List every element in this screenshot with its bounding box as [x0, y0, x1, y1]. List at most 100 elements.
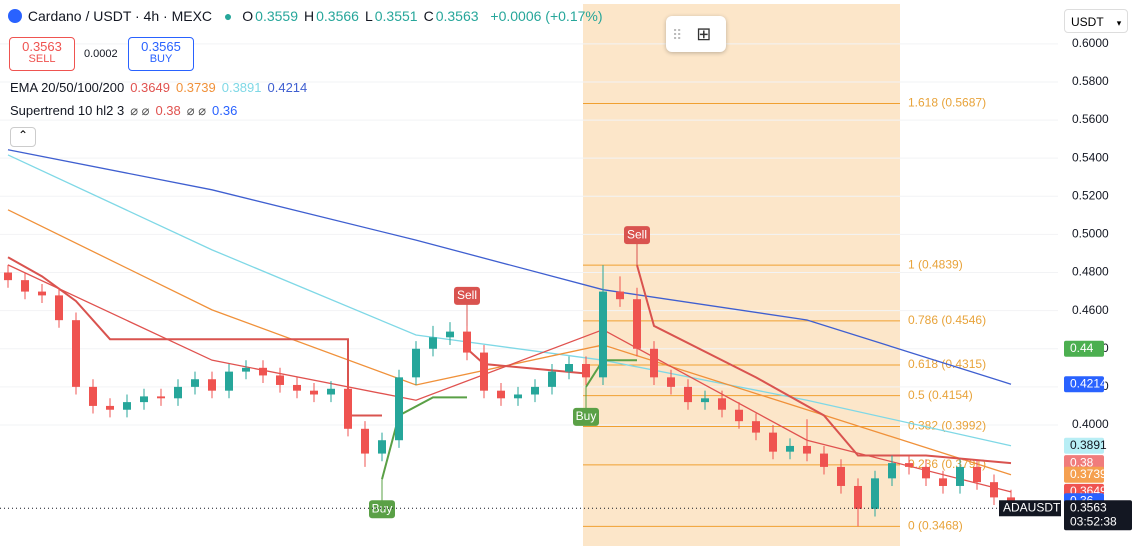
ohlc-key: L: [364, 8, 373, 24]
ohlc-key: C: [423, 8, 434, 24]
candle-body: [939, 478, 947, 486]
candle-body: [684, 386, 692, 403]
indicator-value: 0.38: [155, 103, 181, 118]
candle-body: [361, 428, 369, 454]
header: Cardano / USDT · 4h · MEXC ● O 0.3559 H 0.3…: [8, 8, 605, 24]
fib-label: 1 (0.4839): [908, 257, 963, 271]
candle-body: [140, 396, 148, 403]
candle-body: [718, 398, 726, 410]
candle-body: [259, 367, 267, 376]
y-tick-label: 0.5000: [1072, 227, 1109, 241]
fib-label: 0.5 (0.4154): [908, 388, 973, 402]
currency: USDT: [1071, 15, 1104, 29]
candle-body: [463, 331, 471, 353]
collapse-button[interactable]: ⌃: [10, 127, 36, 147]
candle-body: [497, 390, 505, 399]
signal-box: [573, 407, 599, 426]
candle-body: [548, 371, 556, 387]
candle-body: [531, 386, 539, 395]
price-badge-label: 0.38: [1070, 455, 1094, 469]
fib-label: 0 (0.3468): [908, 519, 963, 533]
candle-body: [905, 463, 913, 467]
y-tick-label: 0.6000: [1072, 36, 1109, 50]
candle-body: [599, 291, 607, 378]
y-tick-label: 0.4600: [1072, 303, 1109, 317]
candle-body: [157, 396, 165, 399]
price-badge-label: 0.44: [1070, 341, 1094, 355]
drawing-toolbar[interactable]: ⠿ ⊞: [666, 16, 726, 52]
supertrend-legend: Supertrend 10 hl2 3 ⌀ ⌀ 0.38 ⌀ ⌀ 0.36: [10, 103, 243, 119]
signal-label: Buy: [372, 501, 393, 515]
candle-body: [633, 299, 641, 349]
candle-body: [327, 388, 335, 395]
indicator-line: [7, 264, 1012, 493]
candle-body: [276, 375, 284, 385]
indicator-name: Supertrend 10 hl2 3: [10, 103, 125, 118]
indicator-value: 0.3739: [175, 80, 216, 95]
candle-body: [922, 466, 930, 479]
candle-body: [378, 440, 386, 454]
indicator-name: EMA 20/50/100/200: [10, 80, 125, 95]
sell-price: 0.3563: [22, 39, 62, 54]
ohlc-key: H: [304, 8, 315, 24]
countdown: 03:52:38: [1070, 514, 1117, 528]
ohlc-value: 0.3566: [316, 8, 359, 24]
candle-body: [55, 295, 63, 321]
price-badge-label: 0.3891: [1070, 438, 1107, 452]
y-tick-label: 0.5200: [1072, 188, 1109, 202]
ohlc-value: 0.3559: [255, 8, 298, 24]
change: +0.0006 (+0.17%): [490, 8, 603, 24]
ohlc-value: 0.3551: [374, 8, 418, 24]
candle-body: [514, 394, 522, 399]
symbol-label: ADAUSDT: [1003, 500, 1061, 514]
candle-body: [582, 364, 590, 378]
last-price-label: 0.3563: [1070, 500, 1107, 514]
indicator-value: 0.3649: [130, 80, 170, 95]
price-badge: [1064, 376, 1104, 393]
signal-label: Buy: [576, 409, 597, 423]
candle-body: [803, 445, 811, 454]
status-dot: ●: [223, 8, 233, 24]
candle-body: [38, 291, 46, 296]
price-badge-label: 0.4214: [1070, 376, 1107, 390]
indicator-value: 0.36: [212, 103, 238, 118]
indicator-line: [7, 154, 1012, 447]
signal-box: [454, 286, 480, 305]
candle-body: [616, 291, 624, 300]
candle-body: [293, 384, 301, 391]
candle-body: [89, 386, 97, 406]
sell-button[interactable]: 0.3563 SELL: [9, 37, 75, 71]
candle-body: [735, 409, 743, 422]
signal-box: [369, 500, 395, 519]
fib-label: 0.382 (0.3992): [908, 419, 986, 433]
candle-body: [174, 386, 182, 399]
candle-body: [446, 331, 454, 338]
candle-body: [344, 388, 352, 429]
candle-body: [973, 466, 981, 483]
candle-body: [106, 405, 114, 410]
price-badge: [1064, 437, 1104, 454]
ohlc-value: 0.3563: [435, 8, 479, 24]
candle-body: [820, 453, 828, 467]
currency-select[interactable]: USDT ▾: [1064, 9, 1128, 33]
ohlc: O 0.3559 H 0.3566 L 0.3551 C 0.3563: [242, 8, 484, 24]
indicator-value: 0.4214: [267, 80, 308, 95]
candle-body: [667, 377, 675, 387]
signal-label: Sell: [457, 288, 477, 302]
candle-body: [650, 348, 658, 378]
indicator-value: ⌀ ⌀: [186, 103, 207, 118]
candle-body: [990, 482, 998, 498]
y-tick-label: 0.4000: [1072, 417, 1109, 431]
candle-body: [310, 390, 318, 395]
buy-button[interactable]: 0.3565 BUY: [128, 37, 194, 71]
y-tick-label: 0.5600: [1072, 112, 1109, 126]
ema-legend: EMA 20/50/100/200 0.3649 0.3739 0.3891 0.421…: [10, 80, 313, 95]
logo: [8, 9, 22, 23]
price-badge: [1064, 466, 1104, 483]
candle-body: [769, 432, 777, 452]
signal-box: [624, 226, 650, 245]
candle-body: [191, 379, 199, 387]
spread: 0.0002: [84, 48, 118, 60]
